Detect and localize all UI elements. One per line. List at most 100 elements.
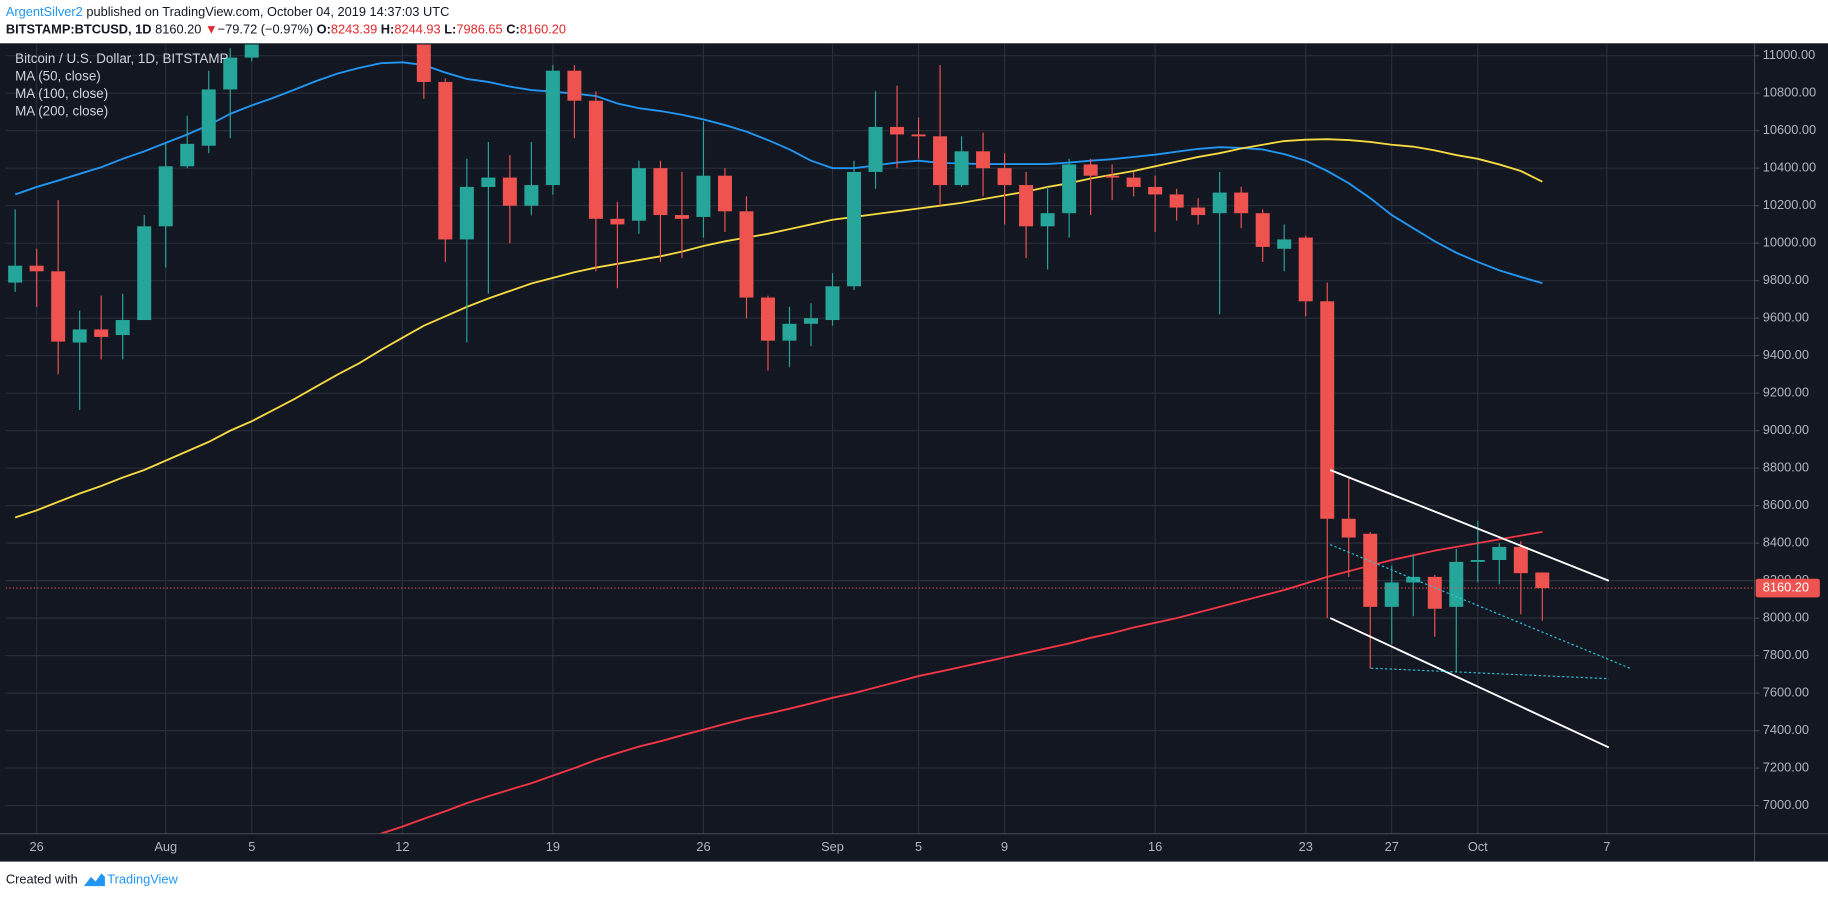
candle-body (760, 297, 775, 341)
price-tag-label: 8160.20 (1763, 579, 1809, 594)
published: published on TradingView.com, October 04… (86, 4, 449, 19)
y-tick-label: 7400.00 (1763, 722, 1809, 737)
ma-line (378, 530, 1543, 834)
candle-body (416, 44, 431, 82)
y-tick-label: 7800.00 (1763, 647, 1809, 662)
y-tick-label: 9400.00 (1763, 347, 1809, 362)
ohlc-value: 8244.93 (394, 22, 440, 37)
x-tick-label: 7 (1603, 839, 1610, 854)
candle-body (1062, 164, 1077, 214)
y-tick-label: 7000.00 (1763, 797, 1809, 812)
y-tick-label: 10200.00 (1763, 197, 1816, 212)
ohlc-label: L: (444, 22, 456, 37)
candle-body (696, 175, 711, 217)
candle-body (1255, 213, 1270, 247)
x-tick-label: 27 (1385, 839, 1399, 854)
candle-body (29, 265, 44, 272)
ma-line (14, 61, 1543, 285)
y-tick-label: 10000.00 (1763, 235, 1816, 250)
candle-body (1040, 213, 1055, 227)
candle-body (1492, 546, 1507, 561)
ma-line (14, 138, 1543, 519)
candle-body (72, 329, 87, 343)
author[interactable]: ArgentSilver2 (6, 4, 83, 19)
candle-body (1105, 175, 1120, 178)
candle-body (201, 89, 216, 146)
ohlc-value: 8243.39 (331, 22, 377, 37)
candle-body (976, 151, 991, 169)
candle-body (1148, 186, 1163, 195)
candle-body (1363, 533, 1378, 607)
y-tick-label: 9000.00 (1763, 422, 1809, 437)
candle-body (1083, 164, 1098, 176)
ohlc-label: O: (317, 22, 331, 37)
candle-body (954, 151, 969, 186)
price-tag (1755, 578, 1820, 598)
candle-body (674, 215, 689, 219)
x-tick-label: 5 (915, 839, 922, 854)
candle-body (1234, 192, 1249, 214)
footer-background (0, 861, 1828, 898)
candle-body (223, 57, 238, 90)
candle-body (1169, 194, 1184, 208)
x-tick-label: 5 (248, 839, 255, 854)
x-tick-label: 26 (696, 839, 710, 854)
trend-line (1329, 617, 1610, 749)
candle-body (1449, 561, 1464, 607)
candle-body (481, 177, 496, 187)
drawings (1329, 469, 1631, 749)
candle-body (1384, 582, 1399, 607)
candle-body (739, 211, 754, 298)
y-tick-label: 8000.00 (1763, 610, 1809, 625)
change: −79.72 (−0.97%) (218, 22, 313, 37)
candle-body (782, 323, 797, 341)
candle-body (51, 271, 66, 342)
last: 8160.20 (155, 22, 201, 37)
x-tick-label: Aug (154, 839, 177, 854)
footer-brand[interactable]: TradingView (107, 872, 178, 887)
candle-body (8, 265, 23, 283)
candle-body (1513, 546, 1528, 574)
y-tick-label: 10600.00 (1763, 122, 1816, 137)
ohlc-label: C: (506, 22, 520, 37)
trend-line (1329, 469, 1610, 582)
candle-body (1277, 239, 1292, 249)
ohlc-value: 8160.20 (520, 22, 566, 37)
candle-body (717, 175, 732, 212)
y-tick-label: 7200.00 (1763, 759, 1809, 774)
candle-body (524, 185, 539, 206)
candle-body (868, 126, 883, 172)
candle-body (588, 100, 603, 219)
y-tick-label: 9600.00 (1763, 310, 1809, 325)
chart-title: Bitcoin / U.S. Dollar, 1D, BITSTAMP (15, 51, 228, 66)
header-line: ArgentSilver2 published on TradingView.c… (6, 4, 450, 19)
candle-body (997, 168, 1012, 186)
candle-body (502, 177, 517, 206)
y-tick-label: 9800.00 (1763, 272, 1809, 287)
candle-body (180, 143, 195, 167)
x-tick-label: 16 (1148, 839, 1162, 854)
candle-body (1019, 185, 1034, 227)
candle-body (1320, 301, 1335, 519)
candle-body (545, 70, 560, 186)
candle-body (825, 286, 840, 321)
legend-entry: MA (50, close) (15, 69, 101, 84)
y-tick-label: 7600.00 (1763, 685, 1809, 700)
x-tick-label: 9 (1001, 839, 1008, 854)
grid (5, 44, 1755, 834)
ohlc-value: 7986.65 (456, 22, 502, 37)
legend-entry: MA (200, close) (15, 104, 108, 119)
candle-body (94, 329, 109, 337)
candle-body (244, 44, 259, 58)
brand-logo[interactable] (83, 873, 105, 887)
candle-body (1341, 518, 1356, 538)
candle-body (1470, 560, 1485, 562)
x-tick-label: Sep (821, 839, 844, 854)
candle-body (1298, 237, 1313, 302)
y-tick-label: 8600.00 (1763, 497, 1809, 512)
candle-body (137, 226, 152, 321)
x-tick-label: 19 (546, 839, 560, 854)
quote-line: BITSTAMP:BTCUSD, 1D 8160.20 ▼−79.72 (−0.… (6, 22, 566, 37)
